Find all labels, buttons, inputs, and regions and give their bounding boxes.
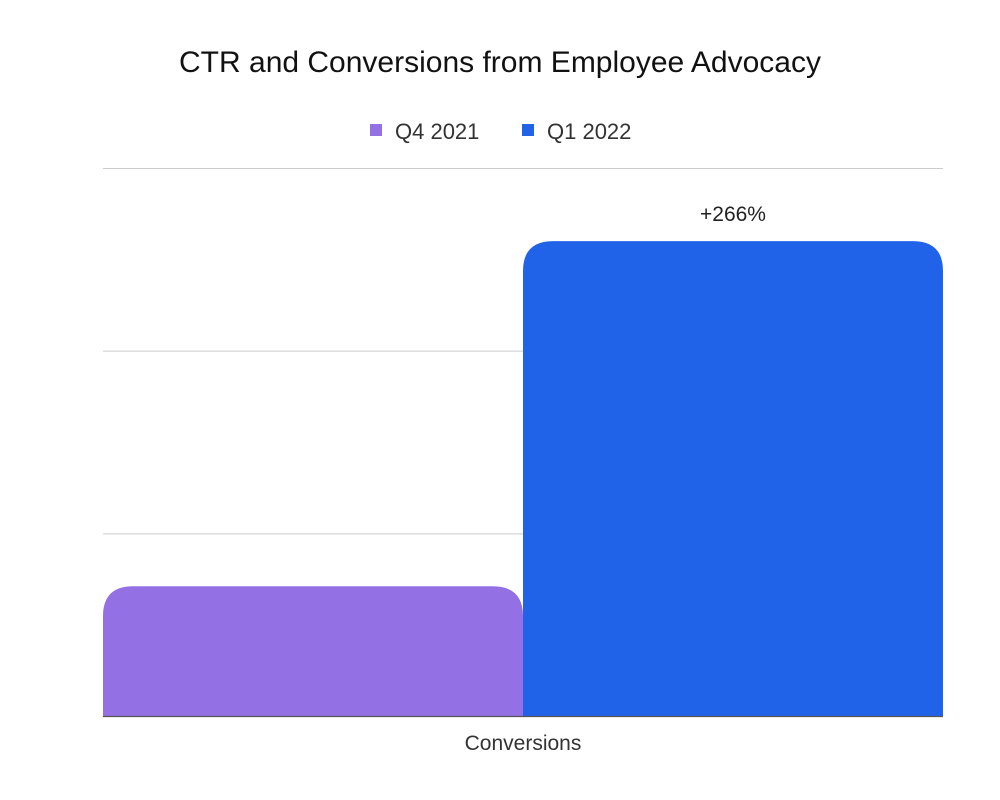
category-label: Conversions [465,732,582,755]
data-label: +266% [700,203,766,226]
legend-swatch [370,124,382,136]
category-labels: Conversions [465,732,582,755]
legend-label: Q1 2022 [547,119,631,144]
legend: Q4 2021 Q1 2022 [370,119,631,144]
bars: +266% [103,203,943,717]
bar-q1-2022 [523,241,943,717]
bar-q4-2021 [103,586,523,716]
chart-title: CTR and Conversions from Employee Advoca… [179,46,821,79]
legend-label: Q4 2021 [395,119,479,144]
legend-swatch [522,124,534,136]
